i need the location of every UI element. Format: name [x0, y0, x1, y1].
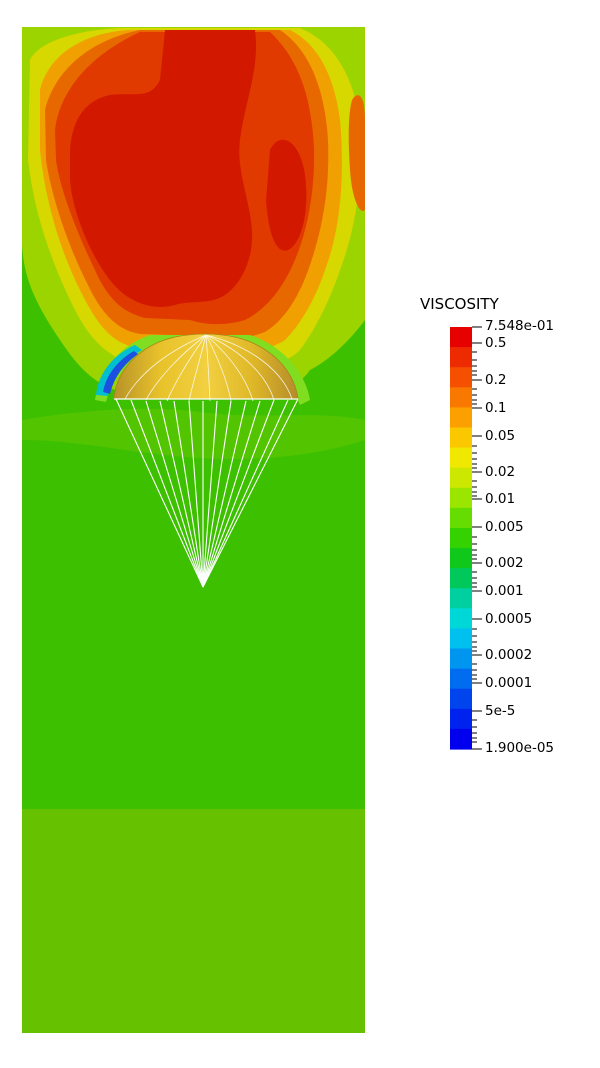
legend-tick-label: 0.1 [485, 400, 506, 416]
legend-color-band [450, 327, 472, 348]
legend-color-band [450, 347, 472, 368]
legend-color-band [450, 588, 472, 609]
legend-color-bar [450, 327, 472, 750]
legend-tick-label: 0.2 [485, 372, 506, 388]
contour-pocket-right [266, 139, 307, 251]
suspension-lines [115, 398, 299, 588]
legend-color-band [450, 527, 472, 549]
legend-color-band [450, 407, 472, 429]
viscosity-field [22, 27, 365, 1033]
legend-color-band [450, 568, 472, 589]
legend-tick-label: 0.5 [485, 335, 506, 351]
legend-color-band [450, 628, 472, 650]
legend-color-band [450, 608, 472, 630]
legend-min-label: 1.900e-05 [485, 740, 554, 756]
legend-title: VISCOSITY [420, 295, 500, 313]
color-legend: VISCOSITY 7.548e-01 0.5 0.2 0.1 0.05 0.0… [420, 295, 554, 756]
legend-tick-label: 0.02 [485, 464, 515, 480]
legend-color-band [450, 367, 472, 388]
legend-color-band [450, 728, 472, 750]
canopy-gores [124, 334, 293, 402]
legend-tick-label: 5e-5 [485, 703, 515, 719]
legend-color-band [450, 648, 472, 670]
legend-max-label: 7.548e-01 [485, 318, 554, 334]
contour-edge-right [348, 95, 365, 211]
legend-color-band [450, 427, 472, 449]
field-background-lower [22, 809, 365, 1033]
legend-tick-label: 0.005 [485, 519, 524, 535]
legend-tick-label: 0.002 [485, 555, 524, 571]
canopy [113, 333, 299, 400]
legend-tick-label: 0.0001 [485, 675, 532, 691]
legend-color-band [450, 507, 472, 529]
legend-color-band [450, 447, 472, 469]
legend-tick-label: 0.0002 [485, 647, 532, 663]
contour-band-max [70, 30, 257, 308]
legend-tick-label: 0.05 [485, 428, 515, 444]
legend-tick-label: 0.001 [485, 583, 524, 599]
parachute [113, 333, 299, 588]
legend-color-band [450, 548, 472, 569]
legend-ticks [472, 326, 482, 750]
legend-tick-label: 0.0005 [485, 611, 532, 627]
legend-color-band [450, 688, 472, 710]
legend-tick-label: 0.01 [485, 491, 515, 507]
legend-color-band [450, 487, 472, 509]
legend-color-band [450, 668, 472, 690]
legend-color-band [450, 708, 472, 730]
legend-color-band [450, 387, 472, 408]
legend-color-band [450, 467, 472, 489]
wake-band [22, 408, 365, 460]
shear-layer-core [103, 351, 138, 394]
